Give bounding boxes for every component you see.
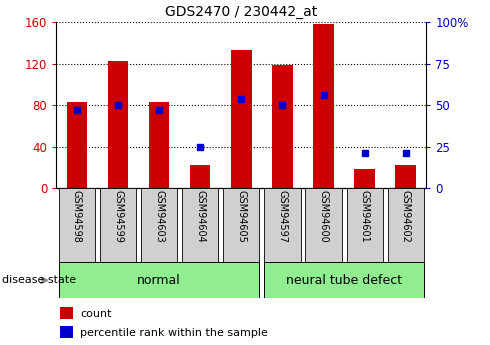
Bar (354, 169, 375, 188)
Bar (388, 188, 424, 262)
Bar (141, 188, 177, 262)
Bar (264, 188, 300, 262)
Title: GDS2470 / 230442_at: GDS2470 / 230442_at (165, 4, 318, 19)
Text: GSM94602: GSM94602 (401, 190, 411, 243)
Text: GSM94604: GSM94604 (195, 190, 205, 243)
Bar (190, 165, 211, 188)
Text: percentile rank within the sample: percentile rank within the sample (80, 328, 268, 338)
Text: GSM94599: GSM94599 (113, 190, 123, 243)
Text: neural tube defect: neural tube defect (286, 274, 402, 287)
Text: GSM94605: GSM94605 (236, 190, 246, 243)
Bar (108, 61, 128, 188)
Text: normal: normal (137, 274, 181, 287)
Text: GSM94598: GSM94598 (72, 190, 82, 243)
Text: count: count (80, 309, 112, 319)
Bar (395, 165, 416, 188)
Bar (59, 188, 95, 262)
Text: GSM94600: GSM94600 (318, 190, 328, 243)
Bar (313, 24, 334, 188)
Bar (60, 326, 73, 338)
Bar (100, 188, 136, 262)
Text: disease state: disease state (2, 275, 76, 285)
Bar (264, 262, 424, 298)
Text: GSM94601: GSM94601 (360, 190, 369, 243)
Bar (149, 102, 170, 188)
Bar (231, 50, 251, 188)
Bar (223, 188, 259, 262)
Bar (67, 102, 87, 188)
Bar (346, 188, 383, 262)
Bar (272, 65, 293, 188)
Bar (182, 188, 219, 262)
Bar (60, 307, 73, 319)
Bar (305, 188, 342, 262)
Bar (59, 262, 259, 298)
Text: GSM94603: GSM94603 (154, 190, 164, 243)
Text: GSM94597: GSM94597 (277, 190, 288, 243)
